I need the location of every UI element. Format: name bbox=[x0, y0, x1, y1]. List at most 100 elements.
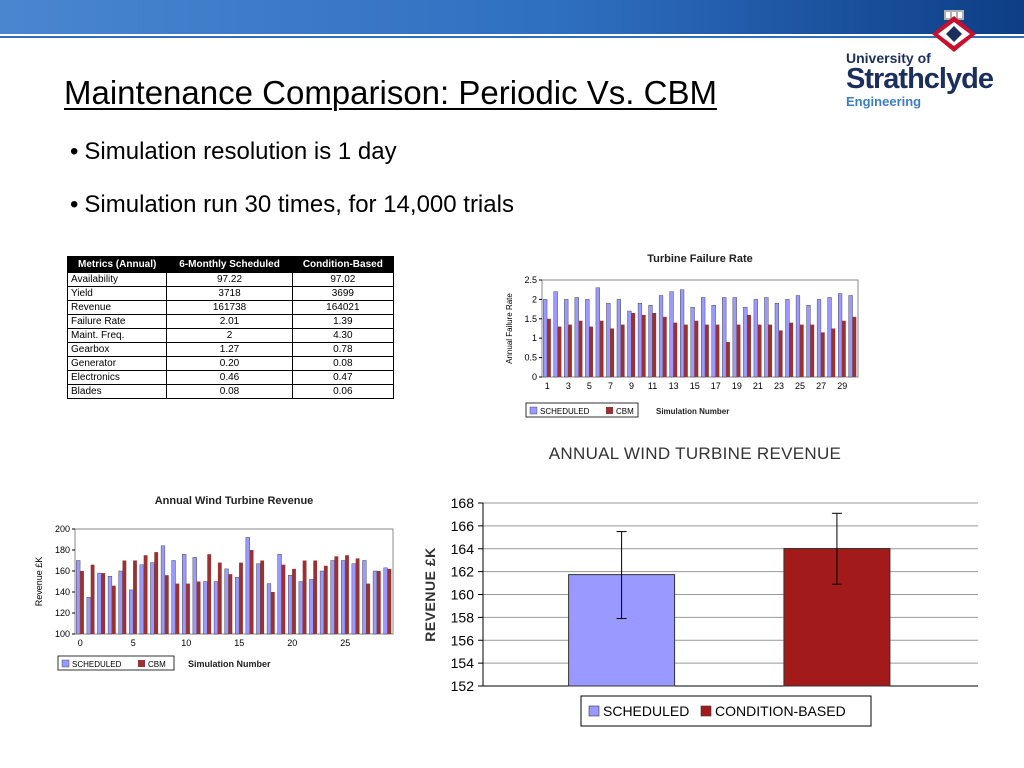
y-tick-label: 140 bbox=[55, 587, 70, 597]
y-tick-label: 200 bbox=[55, 524, 70, 534]
bar-scheduled bbox=[97, 572, 102, 635]
bar-cbm bbox=[355, 558, 360, 634]
metric-scheduled: 3718 bbox=[166, 286, 293, 301]
header-scheduled: 6-Monthly Scheduled bbox=[166, 256, 293, 273]
y-tick-label: 100 bbox=[55, 629, 70, 639]
metric-condition: 3699 bbox=[291, 286, 395, 301]
y-tick-label: 158 bbox=[451, 609, 475, 625]
bar-cbm bbox=[852, 316, 857, 377]
table-row: Electronics 0.46 0.47 bbox=[66, 370, 395, 385]
table-row: Failure Rate 2.01 1.39 bbox=[66, 314, 395, 329]
metric-scheduled: 2 bbox=[166, 328, 293, 343]
bar-cbm bbox=[652, 312, 657, 377]
bar-scheduled bbox=[309, 579, 314, 635]
logo-line3: Engineering bbox=[846, 94, 922, 109]
bar-cbm bbox=[90, 564, 95, 634]
y-tick-label: 168 bbox=[451, 495, 475, 511]
bar-scheduled bbox=[711, 305, 716, 378]
chart-title: Annual Wind Turbine Revenue bbox=[155, 495, 314, 507]
bar-scheduled bbox=[816, 299, 822, 378]
bar-scheduled bbox=[256, 563, 261, 635]
metric-scheduled: 0.08 bbox=[166, 384, 293, 399]
bar-cbm bbox=[673, 322, 678, 377]
bar-scheduled bbox=[606, 303, 611, 378]
bar-cbm bbox=[313, 560, 318, 634]
metric-condition: 0.06 bbox=[291, 384, 395, 399]
bar-scheduled bbox=[171, 560, 176, 635]
bar-cbm bbox=[726, 342, 730, 377]
x-tick-label: 17 bbox=[711, 381, 721, 391]
x-tick-label: 25 bbox=[795, 381, 805, 391]
metric-name: Failure Rate bbox=[66, 314, 168, 329]
metric-scheduled: 1.27 bbox=[166, 342, 293, 357]
bullet-text: Simulation run 30 times, for 14,000 tria… bbox=[84, 191, 514, 218]
bullet-dot: • bbox=[70, 191, 79, 218]
metric-name: Yield bbox=[66, 286, 168, 301]
bar-scheduled bbox=[107, 576, 113, 635]
bar-cbm bbox=[164, 575, 169, 634]
bar-cbm bbox=[768, 324, 773, 377]
bar-scheduled bbox=[351, 563, 356, 635]
metric-scheduled: 97.22 bbox=[166, 272, 293, 287]
y-tick-label: 1.5 bbox=[524, 314, 537, 324]
table-header-row: Metrics (Annual) 6-Monthly Scheduled Con… bbox=[66, 256, 395, 273]
y-axis-label: Annual Failure Rate bbox=[505, 293, 514, 364]
bar-scheduled bbox=[764, 297, 769, 378]
bar-cbm bbox=[196, 581, 201, 634]
slide-title: Maintenance Comparison: Periodic Vs. CBM bbox=[64, 74, 717, 111]
x-tick-label: 3 bbox=[566, 381, 571, 391]
metric-condition: 0.08 bbox=[291, 356, 395, 371]
bar-cbm bbox=[366, 583, 371, 634]
bar-scheduled bbox=[277, 553, 282, 635]
table-row: Gearbox 1.27 0.78 bbox=[66, 342, 395, 357]
chart-title: Turbine Failure Rate bbox=[647, 253, 753, 265]
bar-cbm bbox=[568, 324, 572, 377]
table-row: Generator 0.20 0.08 bbox=[66, 356, 395, 371]
y-tick-label: 156 bbox=[451, 632, 475, 648]
bar-cbm bbox=[249, 550, 254, 634]
legend-swatch-cbm bbox=[138, 660, 145, 667]
y-tick-label: 1 bbox=[532, 333, 537, 343]
y-tick-label: 160 bbox=[451, 587, 475, 603]
x-tick-label: 5 bbox=[587, 381, 592, 391]
bar-cbm bbox=[736, 324, 741, 377]
bar-cbm bbox=[599, 320, 604, 377]
bar-scheduled bbox=[637, 303, 643, 378]
bullet-resolution: • Simulation resolution is 1 day bbox=[70, 138, 397, 166]
bar-scheduled bbox=[235, 577, 240, 635]
x-tick-label: 29 bbox=[837, 381, 847, 391]
x-axis-label: Simulation Number bbox=[656, 407, 729, 416]
legend-box bbox=[580, 695, 872, 727]
bar-cbm bbox=[610, 328, 615, 377]
y-tick-label: 154 bbox=[451, 655, 475, 671]
plot-frame bbox=[541, 279, 859, 378]
x-tick-label: 13 bbox=[669, 381, 679, 391]
metric-name: Blades bbox=[66, 384, 168, 399]
bar-cbm bbox=[578, 320, 583, 377]
bar-cbm bbox=[270, 592, 275, 634]
y-axis-label: REVENUE £K bbox=[422, 547, 438, 641]
bar-cbm bbox=[757, 324, 762, 377]
y-tick-label: 120 bbox=[55, 608, 70, 618]
y-tick-label: 0 bbox=[532, 372, 537, 382]
table-row: Availability 97.22 97.02 bbox=[66, 272, 395, 287]
x-tick-label: 15 bbox=[690, 381, 700, 391]
table-row: Revenue 161738 164021 bbox=[66, 300, 395, 315]
bar-scheduled bbox=[837, 293, 843, 378]
bullet-trials: • Simulation run 30 times, for 14,000 tri… bbox=[70, 191, 514, 219]
bar-scheduled bbox=[827, 297, 832, 378]
bar-scheduled bbox=[848, 295, 853, 378]
bar-scheduled bbox=[774, 303, 779, 378]
x-tick-label: 27 bbox=[816, 381, 826, 391]
bar-cbm bbox=[547, 318, 551, 377]
x-tick-label: 7 bbox=[608, 381, 613, 391]
metric-condition: 0.47 bbox=[291, 370, 395, 385]
y-tick-label: 162 bbox=[451, 564, 475, 580]
legend-label-cbm: CBM bbox=[616, 407, 634, 416]
x-tick-label: 5 bbox=[131, 638, 136, 648]
metric-scheduled: 0.46 bbox=[166, 370, 293, 385]
metric-name: Electronics bbox=[66, 370, 168, 385]
legend-label-scheduled: SCHEDULED bbox=[540, 407, 590, 416]
legend-swatch-condition-based bbox=[700, 705, 712, 717]
legend-label-scheduled: SCHEDULED bbox=[72, 660, 122, 669]
